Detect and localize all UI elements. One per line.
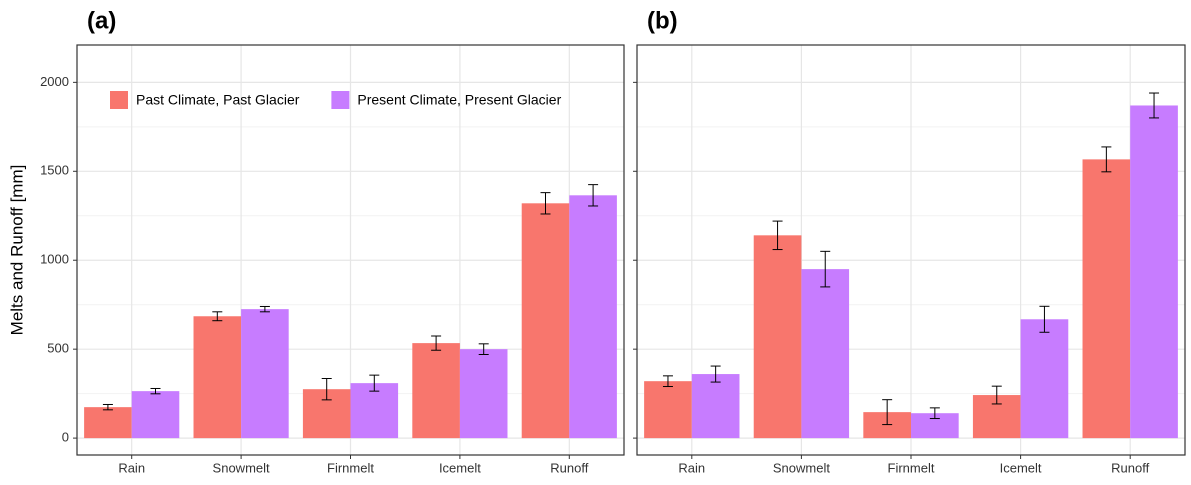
x-tick-label: Runoff	[1111, 460, 1149, 475]
x-tick-label: Snowmelt	[213, 460, 270, 475]
bar	[691, 374, 740, 439]
panel-border	[76, 44, 625, 456]
bar	[193, 316, 242, 439]
bar	[241, 309, 289, 439]
bar	[459, 349, 508, 439]
bar	[1082, 159, 1131, 439]
bar	[521, 203, 570, 439]
y-tick-label: 1500	[40, 163, 69, 178]
bar	[350, 383, 399, 439]
x-tick-label: Snowmelt	[773, 460, 830, 475]
bar	[1130, 105, 1178, 439]
panel-border	[636, 44, 1186, 456]
bar	[412, 343, 460, 439]
bar	[753, 235, 802, 439]
x-tick-label: Firnmelt	[327, 460, 374, 475]
x-tick-label: Runoff	[550, 460, 588, 475]
x-tick-label: Icemelt	[1000, 460, 1042, 475]
bar	[84, 407, 132, 439]
x-tick-label: Rain	[678, 460, 705, 475]
y-tick-label: 500	[47, 341, 69, 356]
bar	[1020, 319, 1069, 439]
y-tick-label: 0	[62, 430, 69, 445]
bar	[569, 195, 617, 439]
x-tick-label: Icemelt	[439, 460, 481, 475]
y-tick-label: 1000	[40, 252, 69, 267]
y-axis-label: Melts and Runoff [mm]	[7, 165, 26, 336]
legend-swatch	[110, 91, 128, 109]
x-tick-label: Firnmelt	[888, 460, 935, 475]
y-tick-label: 2000	[40, 74, 69, 89]
legend-swatch	[331, 91, 350, 109]
panel-title: (a)	[87, 7, 116, 34]
legend-label: Past Climate, Past Glacier	[136, 92, 300, 108]
bar	[801, 269, 850, 439]
bar	[131, 391, 180, 439]
legend-label: Present Climate, Present Glacier	[357, 92, 561, 108]
panel-title: (b)	[647, 7, 678, 34]
bar	[644, 381, 692, 439]
x-tick-label: Rain	[118, 460, 145, 475]
